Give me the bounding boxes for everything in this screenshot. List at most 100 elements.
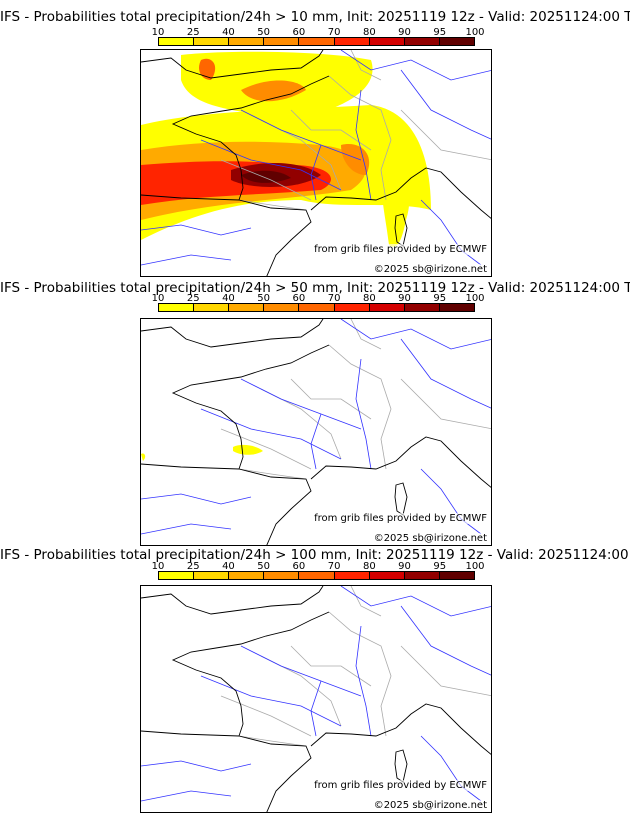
colorbar-segment	[159, 38, 195, 45]
river-line	[420, 199, 482, 266]
colorbar-tick-label: 60	[292, 27, 306, 38]
colorbar-segment	[334, 572, 370, 579]
colorbar-segment	[369, 38, 405, 45]
river-line	[200, 408, 342, 460]
coastline	[141, 319, 491, 545]
river-line	[400, 338, 491, 409]
probability-area	[141, 453, 146, 461]
coastline	[141, 586, 491, 812]
map-canvas	[141, 50, 491, 276]
probability-area	[381, 174, 410, 247]
border-line	[290, 378, 372, 420]
river-line	[355, 89, 372, 201]
colorbar-segment	[404, 304, 440, 311]
colorbar-tick-label: 25	[186, 561, 200, 572]
colorbar-segment	[404, 38, 440, 45]
river-line	[340, 586, 491, 617]
colorbar-tick-label: 90	[398, 561, 411, 572]
colorbar-segment	[369, 572, 405, 579]
colorbar-segment	[439, 572, 474, 579]
river-line	[310, 413, 322, 470]
colorbar-tick-label: 10	[151, 293, 165, 304]
colorbar-tick-label: 80	[362, 293, 376, 304]
colorbar-tick-label: 70	[327, 27, 341, 38]
river-line	[141, 493, 252, 505]
river-line	[240, 378, 362, 430]
river-line	[200, 675, 342, 727]
colorbar-tick-label: 90	[398, 27, 411, 38]
probability-map: from grib files provided by ECMWF ©2025 s…	[140, 49, 492, 277]
colorbar-segment	[229, 572, 265, 579]
colorbar-tick-label: 40	[222, 561, 235, 572]
colorbar-tick-label: 100	[465, 27, 485, 38]
colorbar-tick-label: 90	[398, 293, 411, 304]
probability-area	[241, 170, 291, 183]
panel-title: IFS - Probabilities total precipitation/…	[0, 280, 630, 296]
colorbar-tick-label: 25	[186, 27, 200, 38]
colorbar-segment	[264, 572, 300, 579]
border-line	[328, 611, 392, 737]
river-line	[420, 468, 482, 535]
source-credit: from grib files provided by ECMWF	[314, 244, 487, 255]
river-line	[400, 605, 491, 676]
colorbar-segment	[264, 304, 300, 311]
source-credit: from grib files provided by ECMWF	[314, 780, 487, 791]
map-canvas	[141, 319, 491, 545]
colorbar-segment	[194, 38, 230, 45]
border-line	[238, 735, 307, 747]
colorbar-segment	[404, 572, 440, 579]
colorbar-segment	[369, 304, 405, 311]
river-line	[141, 523, 232, 535]
probability-map: from grib files provided by ECMWF ©2025 s…	[140, 585, 492, 813]
colorbar-segment	[299, 304, 335, 311]
border-line	[350, 586, 382, 617]
coastline	[141, 50, 491, 276]
colorbar-tick-label: 70	[327, 561, 341, 572]
colorbar-tick-label: 25	[186, 293, 200, 304]
colorbar-tick-label: 10	[151, 27, 165, 38]
river-line	[340, 50, 491, 81]
colorbar-tick-label: 95	[433, 561, 447, 572]
copyright-credit: ©2025 sb@irizone.net	[373, 533, 487, 544]
colorbar	[158, 571, 475, 580]
border-line	[328, 75, 392, 201]
probability-area	[341, 144, 370, 175]
colorbar-segment	[299, 38, 335, 45]
river-line	[141, 224, 252, 236]
colorbar-tick-label: 100	[465, 293, 485, 304]
colorbar-segment	[299, 572, 335, 579]
panel-title: IFS - Probabilities total precipitation/…	[0, 9, 630, 25]
colorbar-tick-label: 50	[257, 561, 271, 572]
river-line	[355, 358, 372, 470]
probability-area	[233, 444, 263, 455]
border-line	[400, 109, 491, 161]
border-line	[238, 468, 307, 480]
colorbar-segment	[159, 304, 195, 311]
colorbar-segment	[229, 304, 265, 311]
border-line	[238, 199, 307, 211]
border-line	[350, 50, 382, 81]
river-line	[141, 254, 232, 266]
colorbar-tick-label: 100	[465, 561, 485, 572]
colorbar-segment	[439, 38, 474, 45]
probability-area	[199, 58, 216, 80]
river-line	[355, 625, 372, 737]
river-line	[310, 680, 322, 737]
colorbar-tick-label: 80	[362, 561, 376, 572]
border-line	[400, 645, 491, 697]
colorbar-ticks: 10 25 40 50 60 70 80 90 95 100	[152, 293, 485, 304]
copyright-credit: ©2025 sb@irizone.net	[373, 264, 487, 275]
border-line	[220, 159, 312, 201]
colorbar-tick-label: 95	[433, 27, 447, 38]
colorbar-tick-label: 50	[257, 27, 271, 38]
colorbar-segment	[229, 38, 265, 45]
river-line	[240, 645, 362, 697]
border-line	[220, 695, 312, 737]
river-line	[400, 69, 491, 140]
source-credit: from grib files provided by ECMWF	[314, 513, 487, 524]
border-line	[260, 655, 342, 727]
colorbar-segment	[334, 38, 370, 45]
river-line	[310, 144, 322, 201]
probability-map: from grib files provided by ECMWF ©2025 s…	[140, 318, 492, 546]
colorbar-tick-label: 60	[292, 561, 306, 572]
